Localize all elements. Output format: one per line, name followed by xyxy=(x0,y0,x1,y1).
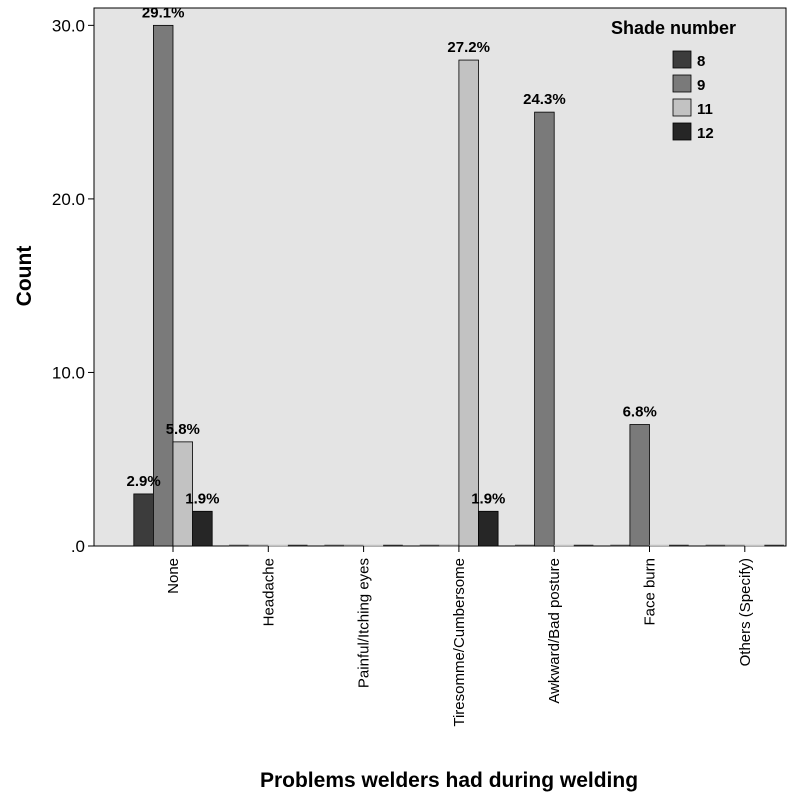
data-label: 5.8% xyxy=(166,421,200,438)
data-labels-group: 2.9% 29.1% 24.3% 6.8% 5.8% 27.2% 1.9% 1.9% xyxy=(126,4,656,507)
data-label: 29.1% xyxy=(142,4,185,21)
bar-shade-11 xyxy=(172,441,194,547)
bar-shade-9 xyxy=(629,424,650,547)
data-label: 27.2% xyxy=(447,39,490,56)
bars-group xyxy=(133,24,784,547)
bar-shade-12 xyxy=(192,510,213,547)
x-tick-label: None xyxy=(165,558,182,594)
x-tick-label: Painful/Itching eyes xyxy=(356,558,373,688)
legend-label-11: 11 xyxy=(697,101,713,118)
data-label: 1.9% xyxy=(185,490,219,507)
data-label: 1.9% xyxy=(471,490,505,507)
legend-title: Shade number xyxy=(611,18,736,38)
x-tick-label: Awkward/Bad posture xyxy=(546,558,563,704)
y-axis: .0 10.0 20.0 30.0 xyxy=(52,16,94,556)
x-axis-title: Problems welders had during welding xyxy=(260,769,638,792)
data-label: 24.3% xyxy=(523,91,566,108)
y-tick-label: 10.0 xyxy=(52,363,85,382)
bar-shade-12 xyxy=(478,510,499,547)
legend-label-9: 9 xyxy=(697,77,705,94)
bar-shade-9 xyxy=(152,24,174,547)
legend-swatch-8 xyxy=(672,50,692,69)
plot-area xyxy=(93,7,787,547)
y-tick-label: 30.0 xyxy=(52,16,85,35)
y-axis-title: Count xyxy=(13,246,36,307)
data-label: 6.8% xyxy=(623,404,657,421)
y-tick-label: .0 xyxy=(71,537,85,556)
bar-shade-9 xyxy=(534,111,555,547)
y-tick-label: 20.0 xyxy=(52,190,85,209)
legend-label-12: 12 xyxy=(697,125,714,142)
x-tick-label: Others (Specify) xyxy=(737,558,754,666)
legend-swatch-11 xyxy=(672,98,692,117)
x-axis: None Headache Painful/Itching eyes Tiresomm… xyxy=(165,546,754,727)
bar-shade-11 xyxy=(458,59,479,547)
legend: Shade number 8 9 11 12 xyxy=(611,18,736,142)
legend-swatch-9 xyxy=(672,74,692,93)
x-tick-label: Face burn xyxy=(642,558,659,626)
x-tick-label: Headache xyxy=(260,558,277,626)
data-label: 2.9% xyxy=(126,473,160,490)
bar-shade-8 xyxy=(133,493,154,547)
legend-label-8: 8 xyxy=(697,53,705,70)
x-tick-label: Tiresomme/Cumbersome xyxy=(451,558,468,727)
legend-swatch-12 xyxy=(672,122,692,141)
